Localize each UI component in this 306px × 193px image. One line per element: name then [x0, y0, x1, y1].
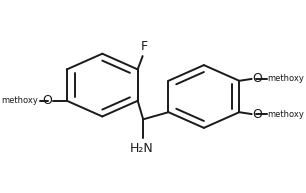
Text: methoxy: methoxy	[267, 110, 304, 119]
Text: methoxy: methoxy	[2, 96, 38, 105]
Text: H₂N: H₂N	[130, 142, 154, 155]
Text: O: O	[252, 72, 262, 85]
Text: F: F	[140, 40, 147, 53]
Text: O: O	[42, 94, 52, 107]
Text: O: O	[252, 108, 262, 121]
Text: methoxy: methoxy	[267, 74, 304, 83]
